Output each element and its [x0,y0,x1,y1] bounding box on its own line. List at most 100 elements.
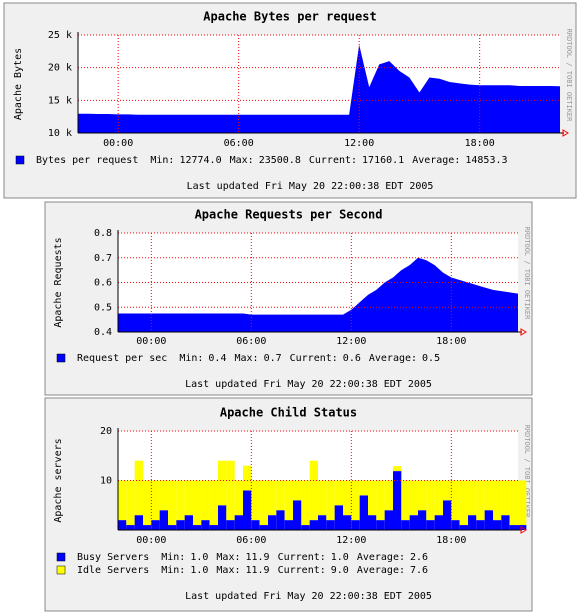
y-axis-title: Apache Bytes [13,48,24,120]
watermark: RRDTOOL / TOBI OETIKER [523,227,531,321]
stack-segment [184,480,193,516]
stack-segment [409,480,418,516]
stat-value: 23500.8 [259,155,301,166]
axis-arrow [520,526,527,534]
y-tick-label: 0.4 [94,327,112,338]
x-tick-label: 18:00 [465,138,495,149]
stack-segment [393,466,402,472]
stack-segment [401,480,410,521]
stack-segment [343,515,352,530]
area [118,257,518,332]
stat-label: Max: [230,155,254,166]
stack-segment [218,505,227,530]
y-tick-label: 0.6 [94,278,112,289]
stack-segment [243,465,252,491]
stack-segment [384,510,393,530]
stat-value: 0.7 [264,353,282,364]
y-axis-title: Apache Requests [53,237,64,327]
y-tick-label: 0.8 [94,228,112,239]
legend-entry: Idle Servers Min: 1.0 Max: 11.9 Current: 9.0 Av… [77,565,428,576]
x-tick-label: 00:00 [136,535,166,546]
stack-segment [334,480,343,506]
stack-segment [134,460,143,516]
stack-segment [326,520,335,530]
stat-value: 0.4 [208,353,226,364]
stack-segment [201,480,210,521]
stat-label: Current: [278,552,326,563]
stack-segment [268,480,277,516]
stack-segment [401,520,410,530]
stack-segment [259,525,268,530]
stack-segment [276,480,285,511]
x-tick-label: 18:00 [436,336,466,347]
stack-segment [501,480,510,516]
stack-segment [468,515,477,530]
stack-segment [309,460,318,521]
stack-segment [318,480,327,516]
y-axis-title: Apache servers [53,438,64,522]
y-tick-label: 10 [100,476,112,487]
legend-swatch [56,552,66,562]
stack-segment [393,471,402,530]
stack-segment [376,480,385,521]
stack-segment [118,520,127,530]
stack-segment [476,520,485,530]
stack-segment [459,480,468,526]
stack-segment [343,480,352,516]
stat-label: Max: [234,353,258,364]
stack-segment [418,480,427,511]
stack-segment [484,510,493,530]
stat-label: Current: [290,353,338,364]
stat-label: Min: [161,565,185,576]
stack-segment [218,460,227,506]
y-tick-label: 0.7 [94,253,112,264]
legend-name: Idle Servers [77,565,149,576]
stack-segment [434,515,443,530]
stack-segment [484,480,493,511]
legend-entry: Request per sec Min: 0.4 Max: 0.7 Current: 0.6… [77,353,440,364]
stack-segment [284,520,293,530]
y-tick-label: 15 k [48,95,72,106]
stat-label: Average: [357,565,405,576]
stat-value: 1.0 [190,552,208,563]
stat-label: Min: [150,155,174,166]
stack-segment [309,520,318,530]
stack-segment [426,520,435,530]
stat-label: Average: [369,353,417,364]
stack-segment [276,510,285,530]
stack-segment [301,525,310,530]
chart-title: Apache Requests per Second [195,208,383,222]
stat-value: 17160.1 [362,155,404,166]
x-tick-label: 06:00 [224,138,254,149]
stack-segment [193,525,202,530]
legend-name: Request per sec [77,353,167,364]
stat-label: Average: [357,552,405,563]
stack-segment [409,515,418,530]
stat-value: 11.9 [246,565,270,576]
stack-segment [509,480,518,526]
footer: Last updated Fri May 20 22:00:38 EDT 200… [185,591,432,602]
stack-segment [151,480,160,521]
stack-segment [209,525,218,530]
stack-segment [184,515,193,530]
stack-segment [368,480,377,516]
legend-swatch [56,565,66,575]
y-tick-label: 0.5 [94,302,112,313]
stack-segment [376,520,385,530]
x-tick-label: 12:00 [336,535,366,546]
stack-segment [351,480,360,521]
legend-name: Bytes per request [36,155,138,166]
stack-segment [151,520,160,530]
stat-label: Current: [309,155,357,166]
stack-segment [201,520,210,530]
stack-segment [159,480,168,511]
stack-segment [459,525,468,530]
stat-label: Min: [161,552,185,563]
stack-segment [176,520,185,530]
chart-title: Apache Child Status [220,406,357,420]
stat-value: 12774.0 [179,155,221,166]
stack-segment [226,460,235,521]
stack-segment [326,480,335,521]
x-tick-label: 06:00 [236,336,266,347]
